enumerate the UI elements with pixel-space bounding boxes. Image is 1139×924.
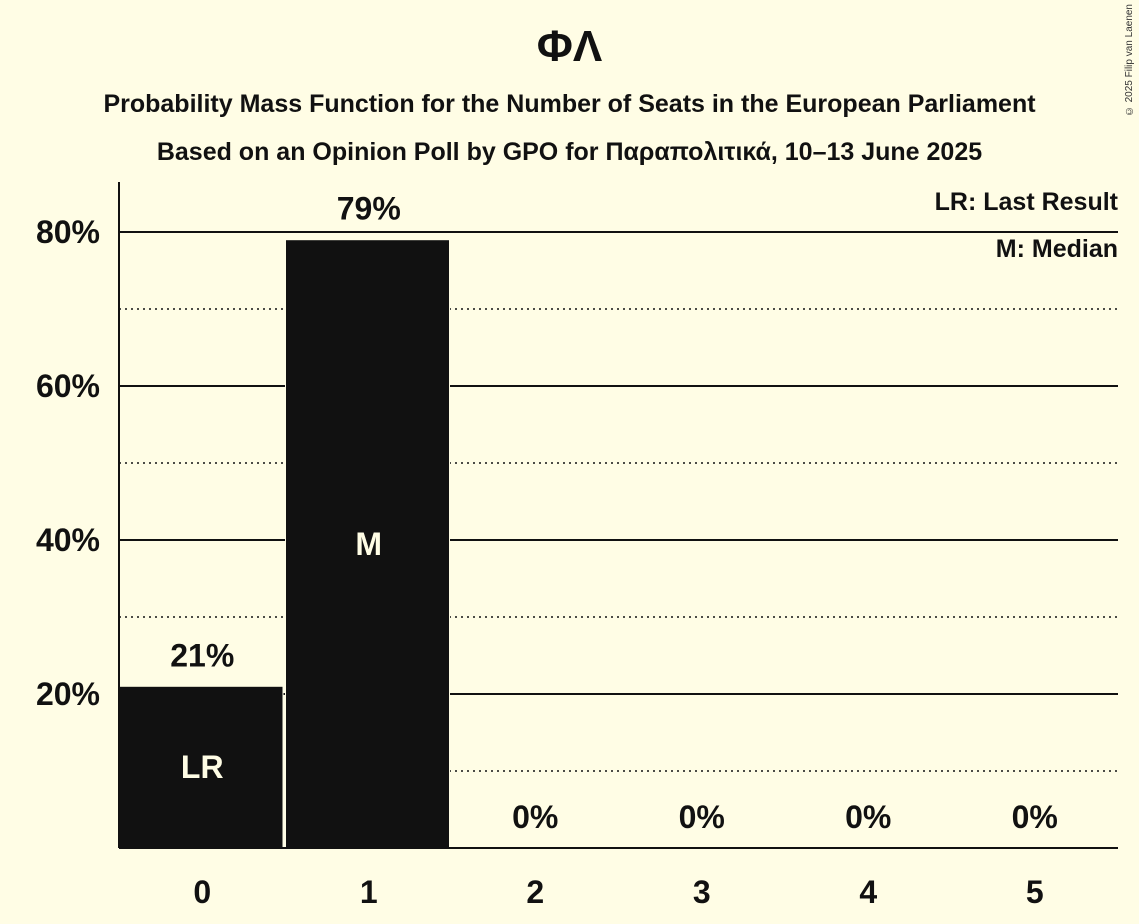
chart-title: ΦΛ — [536, 22, 603, 71]
bar-inner-label: LR — [181, 749, 224, 785]
chart-subtitle-1: Probability Mass Function for the Number… — [103, 90, 1036, 118]
y-tick-label: 40% — [36, 522, 100, 558]
y-tick-label: 80% — [36, 214, 100, 250]
bar-value-label: 21% — [170, 637, 234, 673]
bar-value-label: 0% — [1012, 799, 1058, 835]
bars — [118, 239, 450, 849]
bar-value-label: 0% — [845, 799, 891, 835]
y-tick-label: 60% — [36, 368, 100, 404]
legend-median: M: Median — [996, 235, 1118, 263]
x-tick-label: 0 — [193, 874, 211, 910]
legend-last-result: LR: Last Result — [935, 188, 1119, 216]
bar-value-label: 0% — [679, 799, 725, 835]
x-tick-label: 1 — [360, 874, 378, 910]
chart-subtitle-2: Based on an Opinion Poll by GPO for Παρα… — [156, 138, 983, 166]
y-tick-label: 20% — [36, 676, 100, 712]
x-tick-label: 3 — [693, 874, 711, 910]
bar-value-label: 0% — [512, 799, 558, 835]
bar-value-label: 79% — [337, 191, 401, 227]
x-tick-label: 2 — [526, 874, 544, 910]
bar-inner-label: M — [355, 526, 382, 562]
axes — [118, 182, 1118, 849]
x-tick-label: 4 — [859, 874, 877, 910]
x-tick-label: 5 — [1026, 874, 1044, 910]
